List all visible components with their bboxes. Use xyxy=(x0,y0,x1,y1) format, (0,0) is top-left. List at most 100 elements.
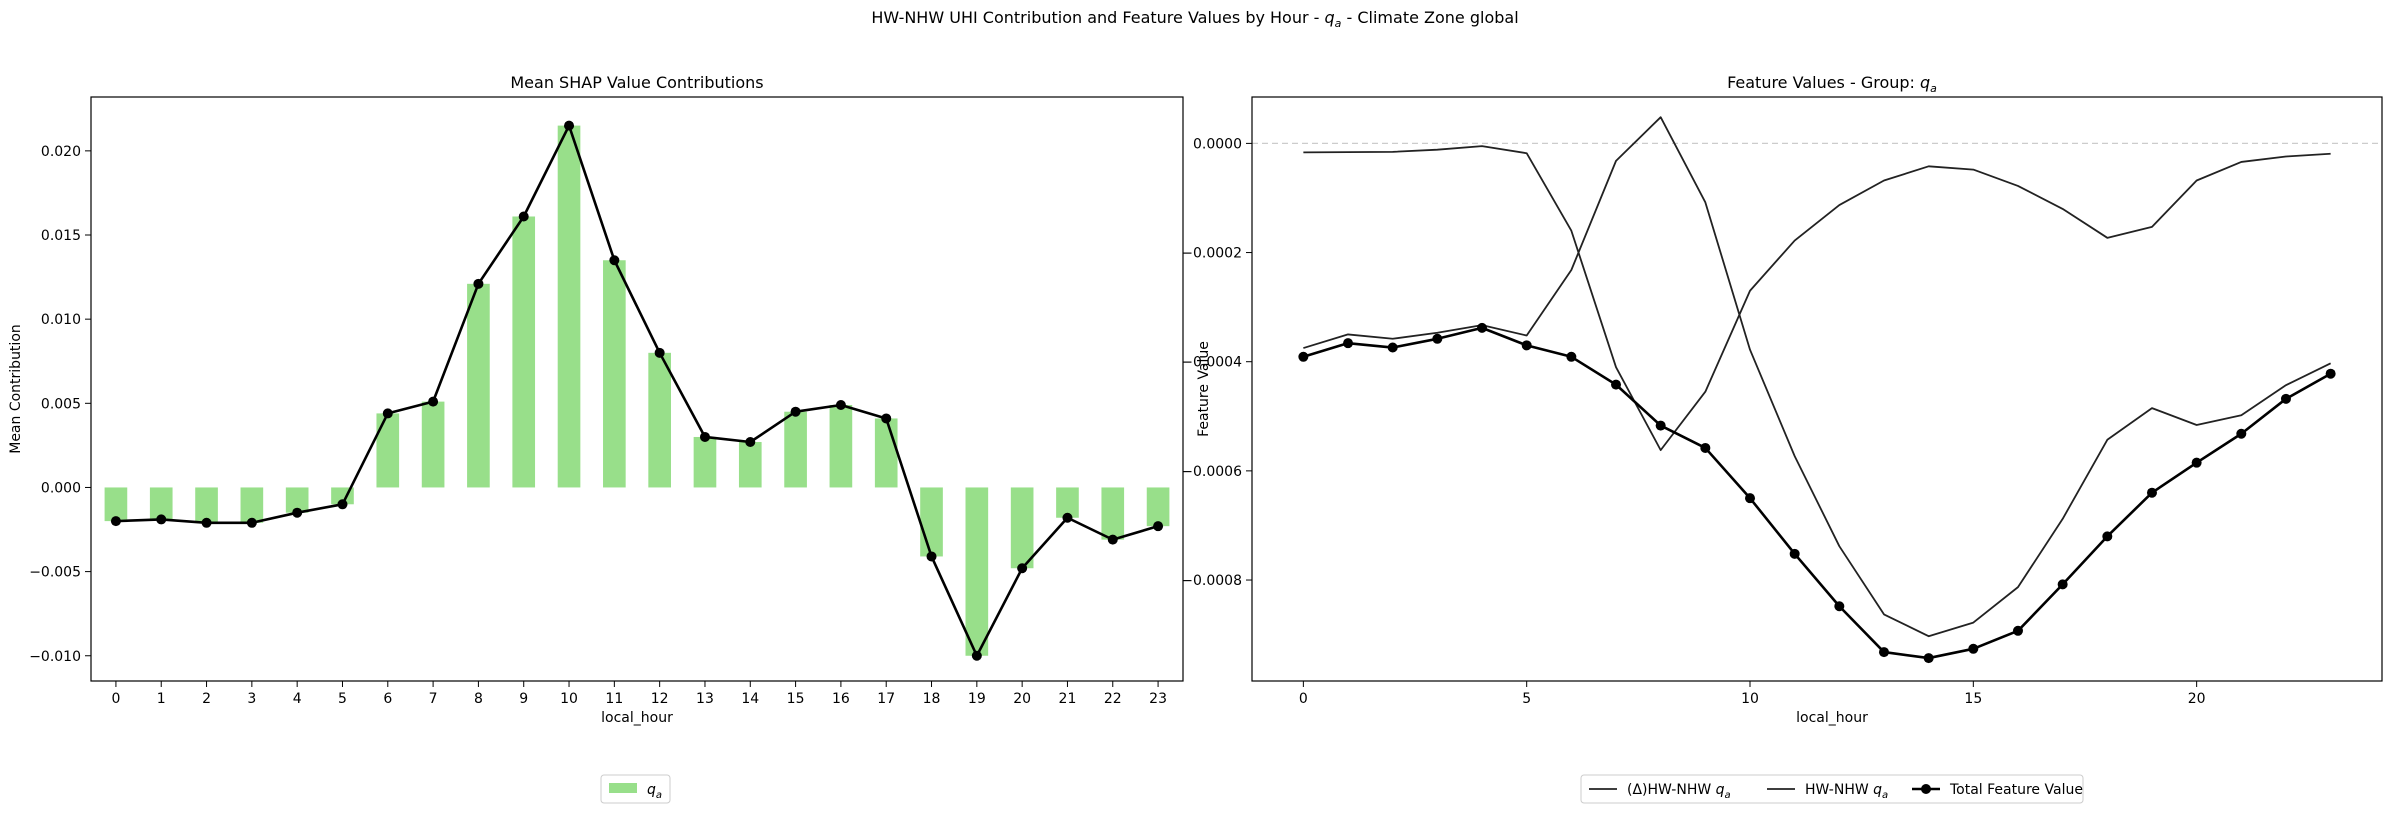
shap-line-point xyxy=(246,517,257,528)
shap-x-tick-label: 17 xyxy=(877,691,895,707)
shap-line-point xyxy=(745,437,756,448)
shap-bar xyxy=(149,487,173,520)
shap-line-point xyxy=(609,255,620,266)
feature-series-line xyxy=(1303,145,2331,452)
shap-mean-line xyxy=(115,124,1159,658)
feature-series-line xyxy=(1302,326,2332,660)
shap-x-tick-label: 9 xyxy=(519,691,528,707)
shap-bar xyxy=(557,125,581,488)
shap-x-tick-label: 2 xyxy=(202,691,211,707)
feature-y-axis: 0.0000 −0.0002 −0.0004 −0.0006 −0.0008 xyxy=(1181,136,1252,589)
feature-x-tick-label: 20 xyxy=(2188,691,2206,707)
shap-line-point xyxy=(926,551,937,562)
shap-x-tick-label: 19 xyxy=(968,691,986,707)
shap-bar xyxy=(512,216,536,488)
shap-y-tick-label: 0.010 xyxy=(41,312,81,328)
shap-bar xyxy=(693,436,717,488)
shap-x-tick-label: 0 xyxy=(111,691,120,707)
shap-y-tick-label: 0.020 xyxy=(41,144,81,160)
feature-series-point xyxy=(1566,351,1577,362)
feature-series-point xyxy=(1477,322,1488,333)
shap-line-point xyxy=(1107,534,1118,545)
feature-plot-frame xyxy=(1251,96,2383,682)
shap-line-point xyxy=(835,399,846,410)
shap-x-tick-label: 15 xyxy=(787,691,805,707)
feature-series-point xyxy=(1834,601,1845,612)
shap-bar xyxy=(738,442,762,488)
shap-line-point xyxy=(428,396,439,407)
feature-series-point xyxy=(2325,368,2336,379)
shap-x-tick-label: 14 xyxy=(741,691,759,707)
feature-series-line xyxy=(1303,116,2332,638)
shap-bar xyxy=(240,487,264,523)
feature-series-point xyxy=(1298,351,1309,362)
shap-bar xyxy=(648,352,671,488)
legend-total-label: Total Feature Value xyxy=(1949,782,2083,798)
feature-y-tick-label: −0.0004 xyxy=(1181,355,1242,371)
feature-series-point xyxy=(1611,379,1622,390)
shap-chart: Mean SHAP Value Contributions −0.010 −0.0… xyxy=(8,73,1184,804)
legend-total-marker xyxy=(1921,784,1931,794)
shap-x-tick-label: 23 xyxy=(1149,691,1167,707)
feature-x-tick-label: 15 xyxy=(1964,691,1982,707)
shap-x-tick-label: 8 xyxy=(474,691,483,707)
feature-y-tick-label: 0.0000 xyxy=(1193,136,1242,152)
shap-line-point xyxy=(1017,563,1028,574)
legend-delta-label: (Δ)HW-NHW qa xyxy=(1627,782,1731,801)
shap-chart-title: Mean SHAP Value Contributions xyxy=(510,73,763,92)
feature-series-point xyxy=(1521,340,1532,351)
shap-x-tick-label: 5 xyxy=(338,691,347,707)
shap-line-point xyxy=(1153,521,1164,532)
shap-bar xyxy=(195,487,218,523)
shap-x-tick-label: 16 xyxy=(832,691,850,707)
feature-series-point xyxy=(2012,625,2023,636)
shap-x-axis-label: local_hour xyxy=(601,710,673,726)
shap-bar xyxy=(874,418,898,488)
feature-series-point xyxy=(2280,393,2291,404)
shap-x-axis: 0 1 2 3 4 5 6 7 8 9 10 11 12 13 14 15 16 17 18 19 20 21 22 23 xyxy=(111,681,1167,707)
shap-x-tick-label: 13 xyxy=(696,691,714,707)
feature-chart-title: Feature Values - Group: qa xyxy=(1727,73,1937,95)
shap-y-tick-label: 0.005 xyxy=(41,396,81,412)
feature-legend: (Δ)HW-NHW qa HW-NHW qa Total Feature Val… xyxy=(1580,774,2084,804)
feature-series-point xyxy=(1432,333,1443,344)
shap-bar xyxy=(965,487,989,656)
feature-series-point xyxy=(2102,531,2113,542)
feature-series-point xyxy=(1968,643,1979,654)
shap-y-tick-label: −0.005 xyxy=(29,565,81,581)
shap-x-tick-label: 18 xyxy=(923,691,941,707)
feature-series-point xyxy=(2191,457,2202,468)
shap-line-point xyxy=(1062,512,1073,523)
shap-x-tick-label: 7 xyxy=(429,691,438,707)
shap-x-tick-label: 1 xyxy=(157,691,166,707)
feature-series-point xyxy=(1789,548,1800,559)
shap-x-tick-label: 21 xyxy=(1059,691,1077,707)
shap-bar xyxy=(421,401,445,488)
shap-x-tick-label: 20 xyxy=(1013,691,1031,707)
feature-series-point xyxy=(1878,647,1889,658)
shap-x-tick-label: 10 xyxy=(560,691,578,707)
feature-y-tick-label: −0.0008 xyxy=(1181,573,1242,589)
shap-bar xyxy=(784,411,807,488)
shap-line-point xyxy=(473,278,484,289)
feature-x-tick-label: 10 xyxy=(1741,691,1759,707)
shap-legend-swatch xyxy=(609,783,637,793)
shap-bar xyxy=(376,413,400,488)
feature-series-point xyxy=(1923,653,1934,664)
shap-plot-frame xyxy=(90,96,1184,682)
feature-legend-frame xyxy=(1580,774,2084,804)
feature-series-point xyxy=(1343,338,1354,349)
shap-bar xyxy=(467,283,490,488)
shap-line-point xyxy=(518,211,529,222)
shap-y-tick-label: −0.010 xyxy=(29,649,81,665)
shap-line-point xyxy=(337,499,348,510)
shap-legend: qa xyxy=(600,774,671,804)
shap-line-point xyxy=(292,507,303,518)
shap-line-point xyxy=(156,514,167,525)
shap-bar xyxy=(1146,487,1170,527)
shap-bar xyxy=(603,260,626,488)
shap-y-tick-label: 0.015 xyxy=(41,228,81,244)
feature-series-point xyxy=(1387,342,1398,353)
feature-y-axis-label: Feature Value xyxy=(1196,341,1212,437)
shap-y-axis: −0.010 −0.005 0.000 0.005 0.010 0.015 0.020 xyxy=(29,144,91,665)
